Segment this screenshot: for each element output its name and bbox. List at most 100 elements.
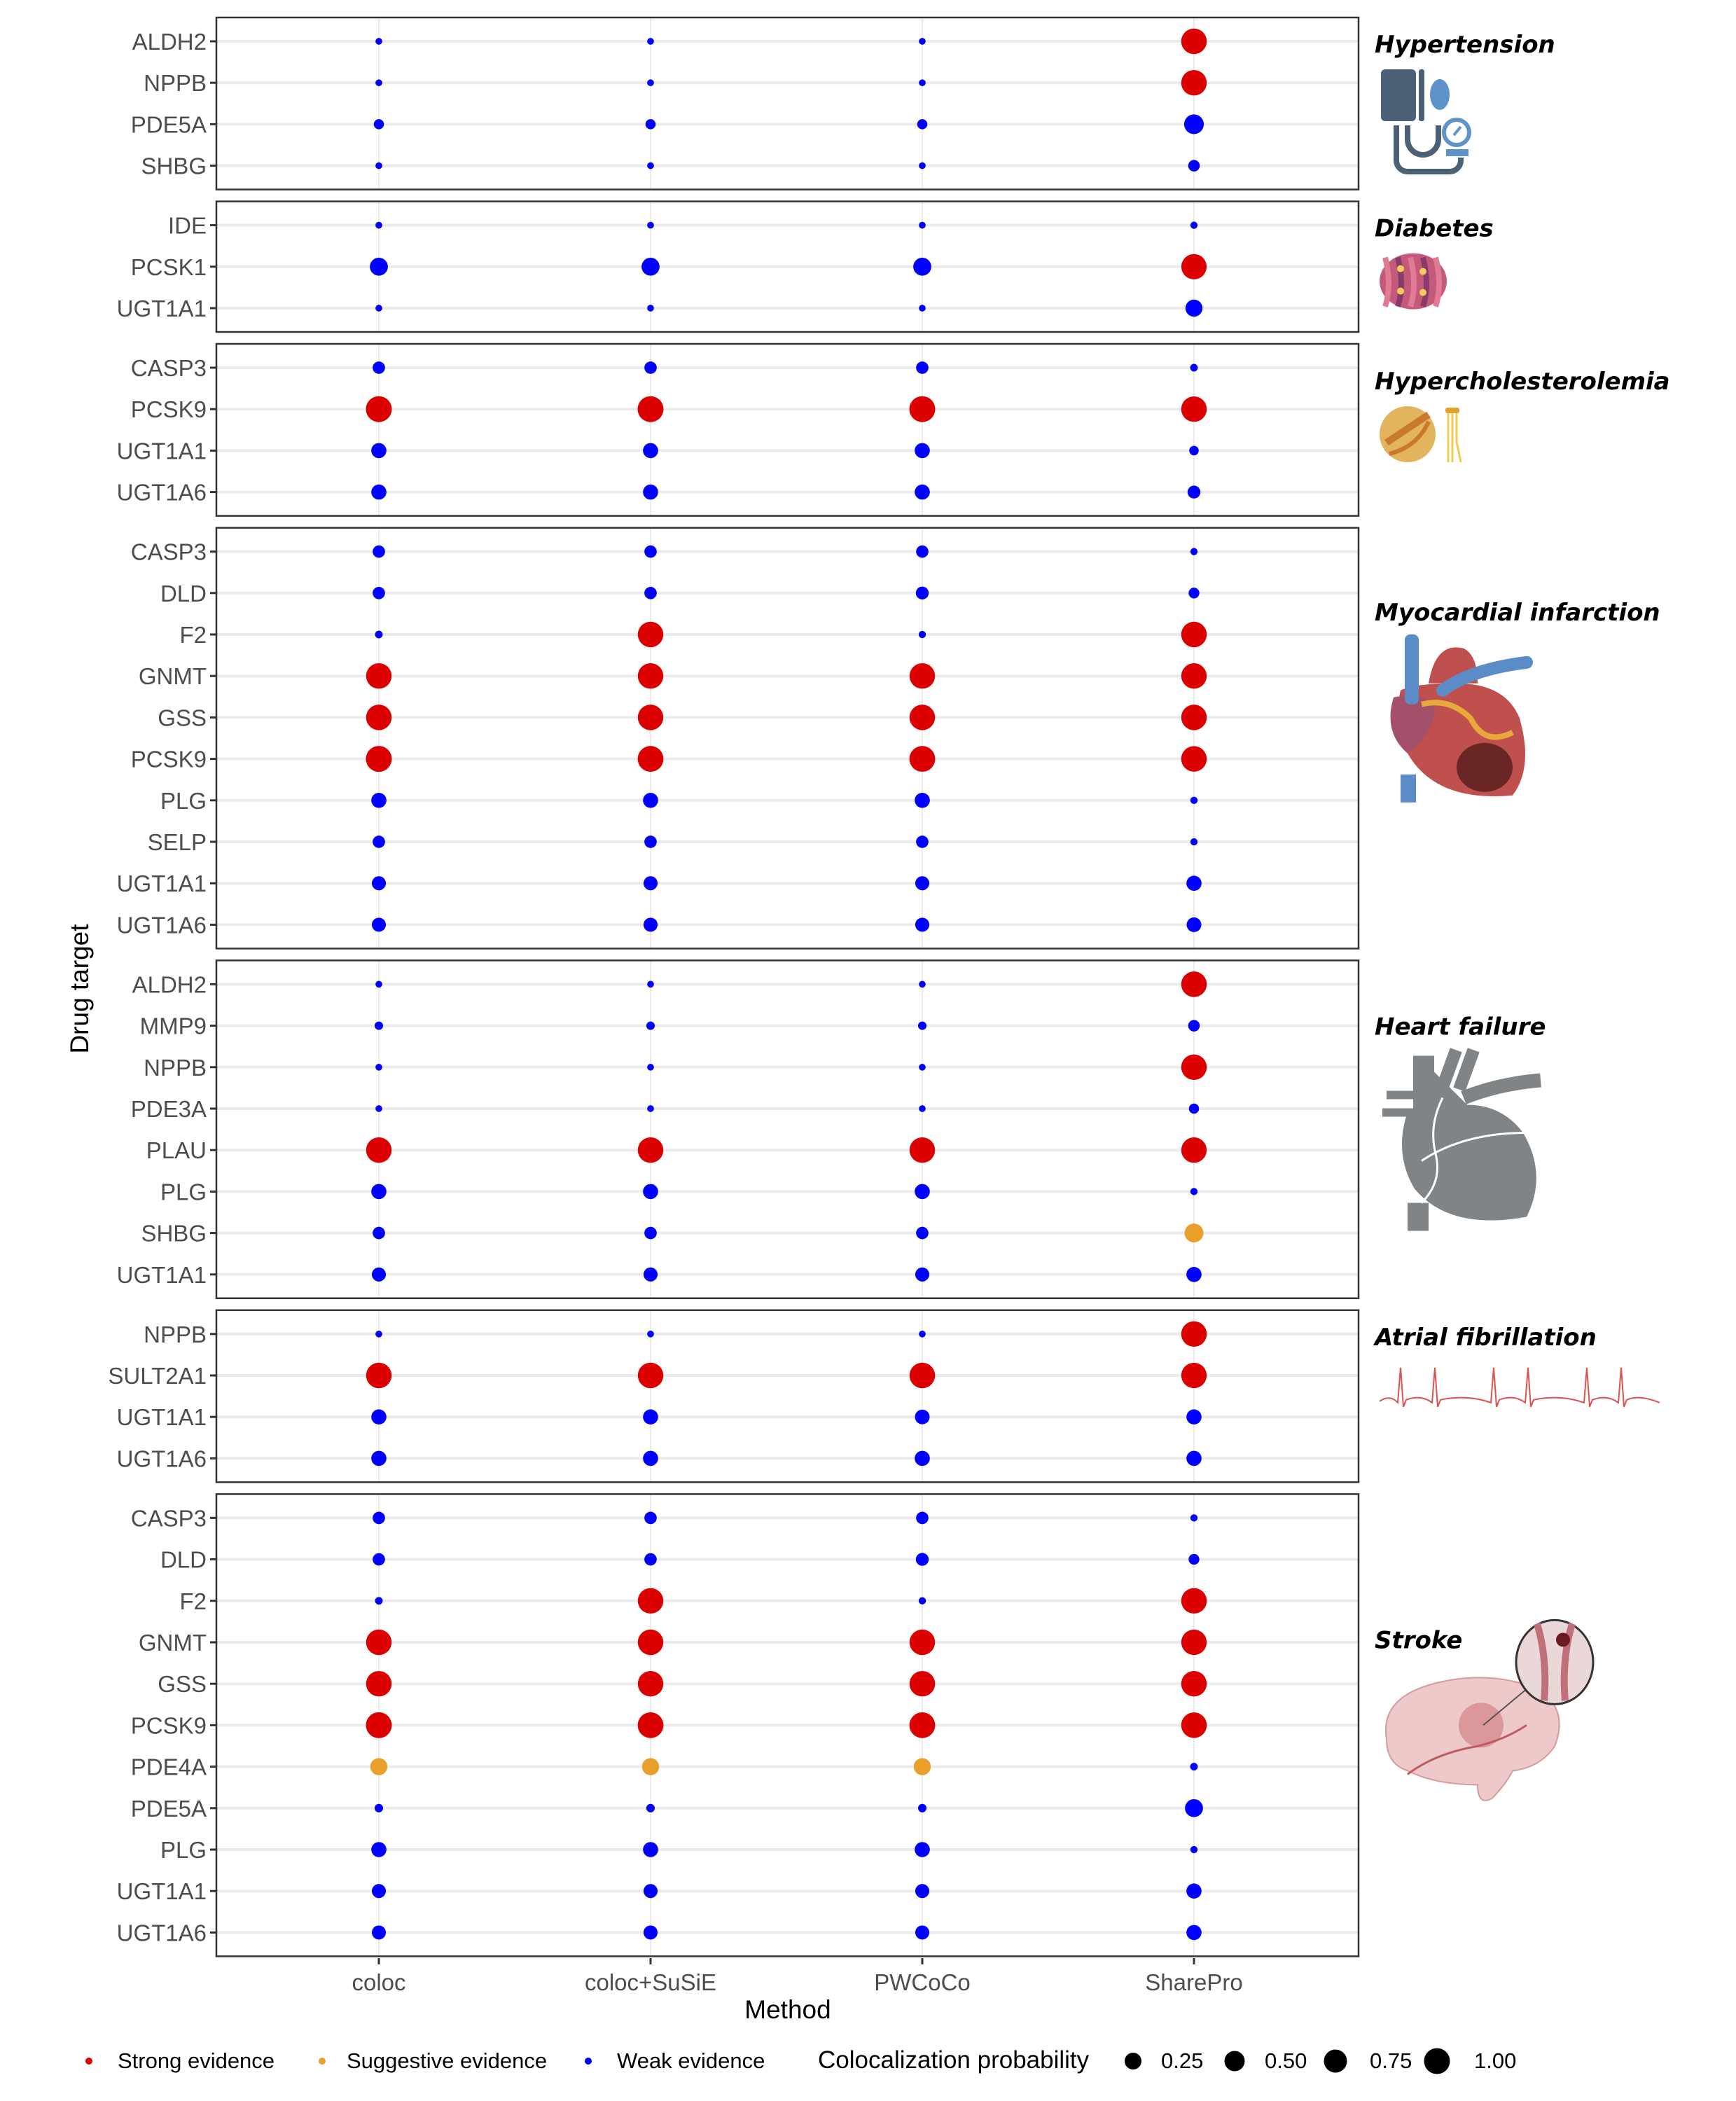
disease-annotation: Stroke bbox=[1375, 1618, 1595, 1801]
data-point bbox=[373, 1511, 385, 1525]
data-point bbox=[909, 1362, 936, 1389]
panel-myocardial-infarction: CASP3 DLD F2 GNMT GSS PCSK9 PLG SELP UGT1A1 UGT1A… bbox=[117, 527, 1360, 950]
legend-size-item: 0.50 bbox=[1224, 2048, 1307, 2073]
x-tick-label: coloc bbox=[352, 1969, 405, 1995]
data-point bbox=[1190, 796, 1198, 804]
data-point bbox=[371, 1409, 387, 1425]
data-point bbox=[1181, 705, 1207, 730]
data-point bbox=[366, 663, 392, 689]
data-point bbox=[915, 876, 930, 891]
data-point bbox=[375, 305, 382, 312]
y-tick-label: UGT1A1 bbox=[117, 296, 207, 321]
data-point bbox=[909, 746, 936, 772]
data-point bbox=[371, 792, 387, 808]
y-tick-label: NPPB bbox=[144, 70, 207, 96]
data-point bbox=[909, 396, 936, 422]
data-point bbox=[916, 835, 929, 848]
data-point bbox=[643, 792, 658, 808]
data-point bbox=[1181, 1362, 1207, 1389]
y-tick-label: PLG bbox=[160, 788, 207, 814]
data-point bbox=[1186, 1883, 1202, 1899]
y-tick-label: PCSK9 bbox=[131, 396, 207, 422]
data-point bbox=[366, 1137, 392, 1163]
data-point bbox=[1181, 1321, 1207, 1347]
data-point bbox=[637, 1588, 664, 1614]
data-point bbox=[1181, 1670, 1207, 1697]
panel-border bbox=[215, 342, 1360, 517]
y-tick-label: GSS bbox=[158, 1671, 207, 1697]
data-point bbox=[913, 1758, 931, 1775]
legend-item-suggestive: Suggestive evidence bbox=[319, 2048, 547, 2073]
data-point bbox=[647, 38, 654, 45]
disease-annotation: Heart failure bbox=[1375, 1013, 1546, 1231]
data-point bbox=[366, 1670, 392, 1697]
panel-hypertension: ALDH2 NPPB PDE5A SHBG bbox=[131, 16, 1360, 190]
data-point bbox=[643, 917, 658, 932]
data-point bbox=[915, 1267, 930, 1282]
data-point bbox=[1187, 485, 1201, 499]
panel-heart-failure: ALDH2 MMP9 NPPB PDE3A PLAU PLG SHBG UGT1A1 bbox=[117, 959, 1360, 1300]
data-point bbox=[637, 396, 664, 422]
heart-infarction-icon bbox=[1390, 634, 1533, 803]
legend-label: Suggestive evidence bbox=[347, 2048, 547, 2073]
data-point bbox=[909, 1712, 936, 1738]
y-tick-label: GNMT bbox=[139, 663, 207, 689]
data-point bbox=[916, 1511, 929, 1525]
data-point bbox=[647, 221, 654, 229]
data-point bbox=[1190, 1188, 1198, 1195]
data-point bbox=[1186, 875, 1202, 892]
data-point bbox=[919, 79, 926, 87]
data-point bbox=[1181, 28, 1207, 55]
data-point bbox=[373, 835, 385, 848]
panel-background bbox=[216, 1310, 1359, 1483]
y-axis-title: Drug target bbox=[65, 924, 94, 1054]
legend-size-swatch bbox=[1324, 2049, 1347, 2073]
data-point bbox=[637, 1137, 664, 1163]
panel-border bbox=[215, 1493, 1360, 1957]
data-point bbox=[1188, 1553, 1200, 1565]
data-point bbox=[643, 1267, 658, 1282]
x-tick-label: coloc+SuSiE bbox=[585, 1969, 716, 1995]
data-point bbox=[371, 1884, 387, 1899]
legend-size-label: 1.00 bbox=[1474, 2048, 1516, 2073]
disease-annotation: Diabetes bbox=[1375, 215, 1494, 310]
data-point bbox=[915, 1553, 929, 1566]
data-point bbox=[919, 162, 926, 169]
data-point bbox=[915, 1409, 930, 1424]
data-point bbox=[919, 38, 926, 45]
x-tick-label: SharePro bbox=[1145, 1969, 1242, 1995]
data-point bbox=[637, 1670, 664, 1697]
data-point bbox=[644, 586, 657, 599]
data-point bbox=[909, 1670, 936, 1697]
disease-label: Diabetes bbox=[1375, 215, 1494, 243]
y-tick-label: PDE5A bbox=[131, 111, 207, 137]
data-point bbox=[1181, 1054, 1207, 1081]
data-point bbox=[1184, 1223, 1204, 1243]
data-point bbox=[1185, 1798, 1203, 1817]
data-point bbox=[366, 1629, 392, 1656]
data-point bbox=[916, 361, 929, 374]
data-point bbox=[375, 1063, 382, 1071]
data-point bbox=[919, 980, 926, 988]
data-point bbox=[918, 630, 926, 639]
data-point bbox=[373, 1226, 385, 1240]
data-point bbox=[643, 443, 658, 459]
y-tick-label: PDE4A bbox=[131, 1754, 207, 1780]
data-point bbox=[647, 79, 654, 87]
data-point bbox=[373, 586, 385, 599]
data-point bbox=[375, 630, 383, 639]
y-tick-label: F2 bbox=[179, 622, 207, 648]
data-point bbox=[643, 1450, 658, 1466]
data-point bbox=[1183, 114, 1204, 134]
data-point bbox=[643, 484, 658, 500]
legend-label: Strong evidence bbox=[118, 2048, 275, 2073]
data-point bbox=[373, 545, 385, 558]
data-point bbox=[1181, 621, 1207, 648]
data-point bbox=[644, 835, 657, 848]
legend-swatch bbox=[319, 2058, 326, 2065]
legend-size-swatch bbox=[1424, 2048, 1450, 2074]
y-tick-label: CASP3 bbox=[131, 355, 207, 381]
data-point bbox=[1181, 1137, 1207, 1163]
insulin-molecule-icon bbox=[1380, 253, 1447, 310]
